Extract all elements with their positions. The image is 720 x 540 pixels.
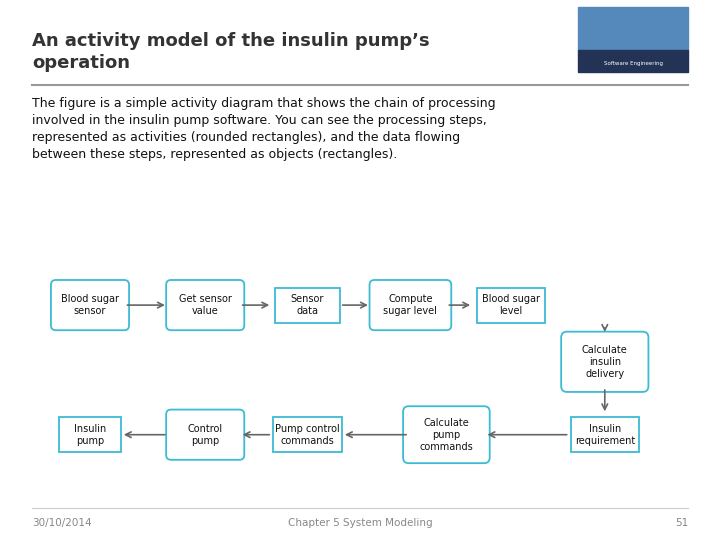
Text: Control
pump: Control pump: [188, 424, 222, 446]
Text: operation: operation: [32, 54, 130, 72]
Bar: [578, 7, 688, 50]
Bar: [570, 417, 639, 453]
Text: Blood sugar
sensor: Blood sugar sensor: [61, 294, 119, 316]
Text: represented as activities (rounded rectangles), and the data flowing: represented as activities (rounded recta…: [32, 131, 460, 144]
FancyBboxPatch shape: [166, 409, 244, 460]
Text: Chapter 5 System Modeling: Chapter 5 System Modeling: [288, 518, 432, 528]
Bar: [274, 417, 341, 453]
FancyBboxPatch shape: [403, 406, 490, 463]
Bar: [275, 287, 340, 322]
Text: Blood sugar
level: Blood sugar level: [482, 294, 540, 316]
Text: Insulin
pump: Insulin pump: [74, 424, 106, 446]
Text: Calculate
pump
commands: Calculate pump commands: [420, 418, 473, 451]
Bar: [477, 287, 546, 322]
Text: between these steps, represented as objects (rectangles).: between these steps, represented as obje…: [32, 148, 397, 161]
Bar: [578, 50, 688, 72]
Text: An activity model of the insulin pump’s: An activity model of the insulin pump’s: [32, 32, 430, 50]
Text: Get sensor
value: Get sensor value: [179, 294, 232, 316]
Text: 30/10/2014: 30/10/2014: [32, 518, 91, 528]
Text: Software Engineering: Software Engineering: [603, 60, 662, 65]
FancyBboxPatch shape: [369, 280, 451, 330]
Text: 51: 51: [675, 518, 688, 528]
Text: The figure is a simple activity diagram that shows the chain of processing: The figure is a simple activity diagram …: [32, 97, 495, 110]
Text: Insulin
requirement: Insulin requirement: [575, 424, 635, 446]
Text: Compute
sugar level: Compute sugar level: [384, 294, 437, 316]
FancyBboxPatch shape: [578, 7, 688, 72]
Text: Sensor
data: Sensor data: [291, 294, 324, 316]
FancyBboxPatch shape: [561, 332, 649, 392]
Text: involved in the insulin pump software. You can see the processing steps,: involved in the insulin pump software. Y…: [32, 114, 487, 127]
Text: Pump control
commands: Pump control commands: [275, 424, 340, 446]
FancyBboxPatch shape: [166, 280, 244, 330]
Bar: [59, 417, 121, 453]
Text: Calculate
insulin
delivery: Calculate insulin delivery: [582, 345, 628, 379]
FancyBboxPatch shape: [51, 280, 129, 330]
